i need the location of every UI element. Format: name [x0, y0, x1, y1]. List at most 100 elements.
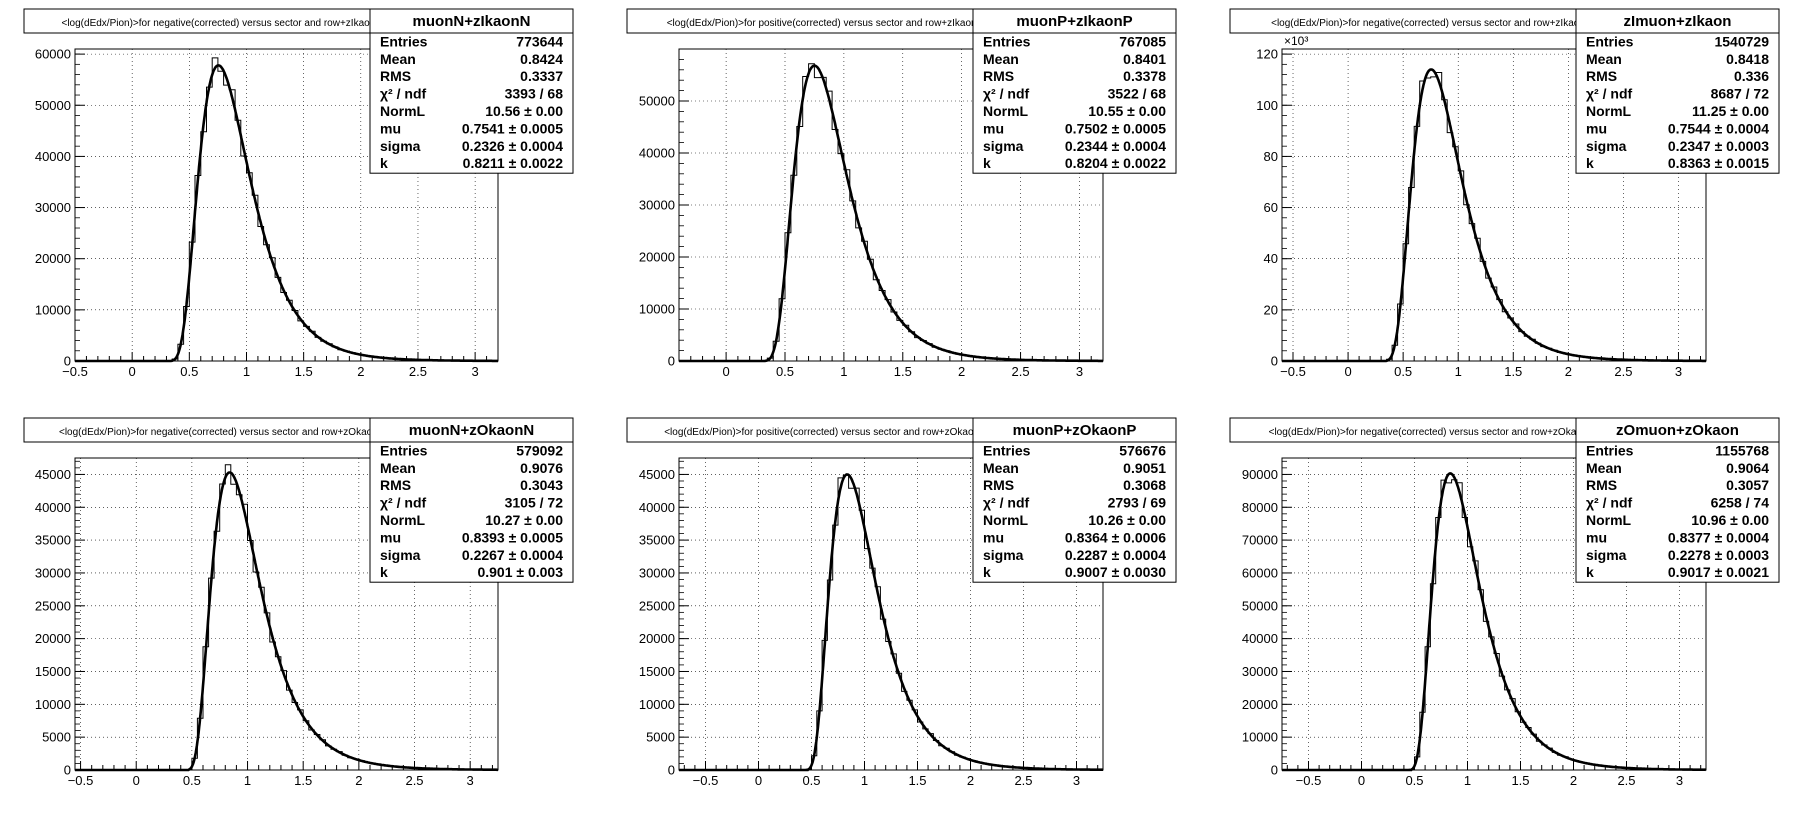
- stat-value: 0.8211 ± 0.0022: [463, 155, 564, 171]
- stat-label: Mean: [1586, 51, 1622, 67]
- stat-label: Mean: [983, 51, 1019, 67]
- stat-label: mu: [1586, 529, 1607, 545]
- y-tick-label: 40: [1264, 251, 1278, 266]
- stat-label: k: [380, 564, 388, 580]
- stats-box: [1575, 8, 1780, 174]
- stat-value: 3522 / 68: [1108, 86, 1167, 102]
- x-tick-label: 2: [357, 364, 364, 379]
- title-box: [1229, 8, 1627, 34]
- x-tick-label: 1.5: [295, 364, 313, 379]
- y-tick-label: 35000: [35, 533, 71, 548]
- stat-value: 1155768: [1715, 442, 1769, 458]
- chart-title: <log(dEdx/Pion)>for positive(corrected) …: [667, 18, 984, 29]
- fit-curve: [75, 471, 498, 772]
- stat-value: 0.3337: [520, 68, 563, 84]
- stat-value: 0.9007 ± 0.0030: [1065, 564, 1166, 580]
- x-tick-label: 2: [1570, 773, 1577, 788]
- stats-name: muonN+zOkaonN: [409, 422, 534, 439]
- x-tick-label: 0.5: [776, 364, 794, 379]
- title-box: [626, 8, 1024, 34]
- chart-panel-2: 0 0.5 1 1.5 2 2.5 3 0 10000 20000 30000 40000 50000 <…: [626, 8, 1177, 379]
- y-tick-label: 60: [1264, 200, 1278, 215]
- plot-frame: [74, 457, 499, 771]
- stat-label: χ² / ndf: [983, 495, 1029, 511]
- stat-value: 0.2344 ± 0.0004: [1065, 138, 1166, 154]
- chart-title: <log(dEdx/Pion)>for negative(corrected) …: [1269, 427, 1588, 438]
- stat-value: 579092: [516, 442, 563, 458]
- y-tick-label: 40000: [639, 146, 675, 161]
- y-tick-label: 25000: [639, 598, 675, 613]
- x-tick-label: 0: [722, 364, 729, 379]
- y-tick-label: 0: [1271, 763, 1278, 778]
- stat-value: 10.55 ± 0.00: [1088, 103, 1166, 119]
- stat-label: NormL: [1586, 103, 1632, 119]
- stat-label: k: [1586, 564, 1594, 580]
- y-tick-label: 70000: [1242, 533, 1278, 548]
- chart-panel-4: −0.5 0 0.5 1 1.5 2 2.5 305000100001500020000250…: [23, 417, 574, 788]
- stat-value: 0.9064: [1726, 460, 1769, 476]
- y-tick-label: 25000: [35, 598, 71, 613]
- x-tick-label: 2.5: [1617, 773, 1635, 788]
- chart-title: <log(dEdx/Pion)>for negative(corrected) …: [59, 427, 385, 438]
- y-tick-label: 0: [64, 763, 71, 778]
- stat-value: 0.7541 ± 0.0005: [462, 120, 563, 136]
- y-tick-label: 120: [1256, 47, 1278, 62]
- title-box: [23, 8, 421, 34]
- stat-label: sigma: [983, 547, 1024, 563]
- stats-name: zImuon+zIkaon: [1624, 13, 1732, 30]
- stat-label: k: [983, 564, 991, 580]
- x-tick-label: 0.5: [180, 364, 198, 379]
- stat-label: Entries: [983, 33, 1031, 49]
- y-tick-label: 60000: [1242, 565, 1278, 580]
- stat-value: 6258 / 74: [1711, 495, 1770, 511]
- stat-value: 3393 / 68: [505, 86, 564, 102]
- chart-title: <log(dEdx/Pion)>for positive(corrected) …: [664, 427, 986, 438]
- stat-value: 0.7544 ± 0.0004: [1668, 120, 1769, 136]
- y-tick-label: 10000: [35, 302, 71, 317]
- y-tick-label: 20000: [639, 250, 675, 265]
- x-tick-label: 1: [861, 773, 868, 788]
- y-tick-label: 5000: [646, 730, 675, 745]
- stat-label: sigma: [380, 138, 421, 154]
- y-tick-label: 15000: [35, 664, 71, 679]
- x-tick-label: 2: [967, 773, 974, 788]
- y-tick-label: 15000: [639, 664, 675, 679]
- fit-curve: [1282, 68, 1706, 363]
- x-tick-label: 2: [355, 773, 362, 788]
- stat-value: 3105 / 72: [505, 495, 564, 511]
- stat-value: 10.26 ± 0.00: [1088, 512, 1166, 528]
- stat-value: 0.8418: [1726, 51, 1769, 67]
- stat-label: Entries: [983, 442, 1031, 458]
- x-tick-label: 1.5: [1511, 773, 1529, 788]
- fit-curve: [679, 473, 1103, 772]
- stat-value: 0.9051: [1123, 460, 1166, 476]
- x-tick-label: 2.5: [1012, 364, 1030, 379]
- stat-value: 0.8363 ± 0.0015: [1668, 155, 1769, 171]
- stat-label: mu: [983, 120, 1004, 136]
- stat-value: 0.3378: [1123, 68, 1166, 84]
- stat-label: mu: [380, 120, 401, 136]
- x-tick-label: 1: [243, 364, 250, 379]
- x-tick-label: 1: [840, 364, 847, 379]
- x-tick-label: 0.5: [1405, 773, 1423, 788]
- y-tick-label: 10000: [35, 697, 71, 712]
- x-tick-label: 0: [133, 773, 140, 788]
- y-tick-label: 10000: [639, 697, 675, 712]
- x-tick-label: 2.5: [1614, 364, 1632, 379]
- stat-label: Entries: [1586, 33, 1634, 49]
- chart-panel-5: −0.5 0 0.5 1 1.5 2 2.5 3 0 5000 10000 15000 20000 250…: [626, 417, 1177, 788]
- fit-curve: [75, 64, 498, 363]
- stat-label: k: [1586, 155, 1594, 171]
- stat-value: 0.3043: [520, 477, 563, 493]
- y-tick-label: 40000: [1242, 631, 1278, 646]
- x-tick-label: 0.5: [1394, 364, 1412, 379]
- stat-value: 2793 / 69: [1108, 495, 1167, 511]
- chart-panel-3: −0.5 0 0.5 1 1.5 2 2.5 3020406080100120×10³<log…: [1229, 8, 1780, 379]
- stat-value: 0.3068: [1123, 477, 1166, 493]
- stat-label: sigma: [380, 547, 421, 563]
- x-tick-label: 3: [472, 364, 479, 379]
- x-tick-label: 1.5: [908, 773, 926, 788]
- title-box: [626, 417, 1024, 443]
- stats-name: muonP+zIkaonP: [1016, 13, 1132, 30]
